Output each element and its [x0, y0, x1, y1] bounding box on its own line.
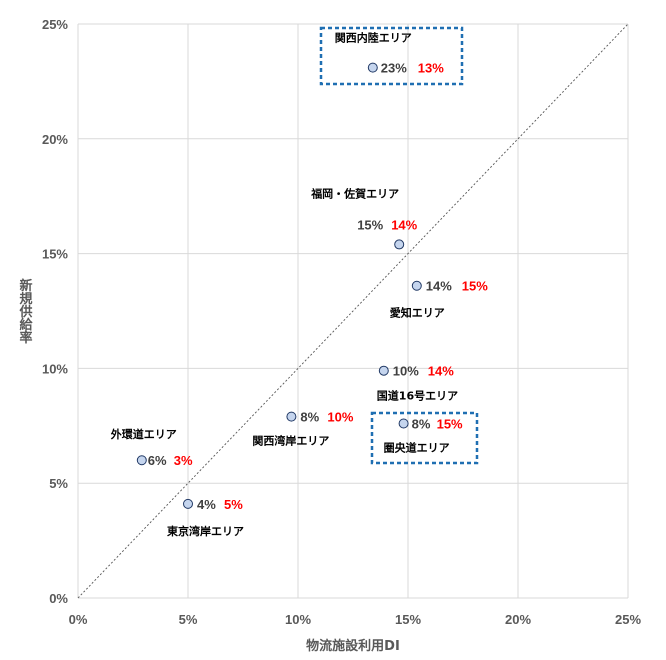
- y-tick-label: 10%: [42, 361, 68, 376]
- data-point-marker: [286, 411, 297, 422]
- x-tick-label: 10%: [285, 612, 311, 627]
- grid: [77, 23, 629, 599]
- point-name-label: 国道16号エリア: [377, 389, 458, 403]
- highlight-box: [319, 26, 464, 86]
- point-red-label: 13%: [418, 61, 444, 76]
- y-tick-label: 0%: [49, 591, 68, 606]
- tick-labels: 0% 5% 10% 15% 20% 25% 0% 5% 10% 15% 20% 25%: [42, 17, 641, 627]
- data-point-marker: [136, 455, 147, 466]
- highlight-boxes: [319, 26, 479, 465]
- point-name-label: 関西内陸エリア: [335, 31, 412, 45]
- point-name-label: 東京湾岸エリア: [167, 524, 244, 538]
- data-point-marker: [367, 62, 378, 73]
- point-red-label: 10%: [327, 410, 353, 425]
- point-value-label: 23%: [381, 61, 407, 76]
- point-red-label: 3%: [174, 453, 193, 468]
- point-value-label: 4%: [197, 497, 216, 512]
- y-tick-label: 25%: [42, 17, 68, 32]
- reference-line: [77, 23, 629, 599]
- point-name-label: 圏央道エリア: [384, 441, 450, 455]
- point-value-label: 6%: [148, 453, 167, 468]
- x-axis-title: 物流施設利用DI: [306, 638, 400, 654]
- point-red-label: 15%: [462, 279, 488, 294]
- point-value-label: 8%: [412, 417, 431, 432]
- point-value-label: 8%: [300, 410, 319, 425]
- reference-diagonal: [77, 23, 629, 599]
- y-tick-label: 15%: [42, 247, 68, 262]
- data-point-marker: [378, 365, 389, 376]
- point-red-label: 15%: [437, 417, 463, 432]
- data-point-marker: [398, 418, 409, 429]
- point-name-label: 愛知エリア: [390, 306, 445, 320]
- point-value-label: 14%: [426, 279, 452, 294]
- x-tick-label: 15%: [395, 612, 421, 627]
- x-tick-label: 0%: [69, 612, 88, 627]
- point-name-label: 福岡・佐賀エリア: [310, 186, 399, 200]
- data-point-marker: [183, 498, 193, 509]
- point-red-label: 14%: [391, 217, 417, 232]
- x-tick-label: 20%: [505, 612, 531, 627]
- point-red-label: 14%: [428, 364, 454, 379]
- point-red-label: 5%: [224, 497, 243, 512]
- data-point-marker: [411, 280, 422, 291]
- data-points: 関西内陸エリア 23% 13% 福岡・佐賀エリア 15% 14% 愛知エリア 14% 15% 国道…: [110, 31, 488, 538]
- y-tick-label: 5%: [49, 476, 68, 491]
- y-tick-label: 20%: [42, 132, 68, 147]
- highlight-box: [370, 411, 479, 465]
- x-tick-label: 5%: [179, 612, 198, 627]
- x-tick-label: 25%: [615, 612, 641, 627]
- point-name-label: 関西湾岸エリア: [252, 434, 329, 448]
- point-value-label: 10%: [393, 364, 419, 379]
- data-point-marker: [394, 239, 405, 250]
- y-axis-title: 新規供給率: [17, 278, 34, 345]
- point-value-label: 15%: [357, 217, 383, 232]
- point-name-label: 外環道エリア: [110, 427, 177, 441]
